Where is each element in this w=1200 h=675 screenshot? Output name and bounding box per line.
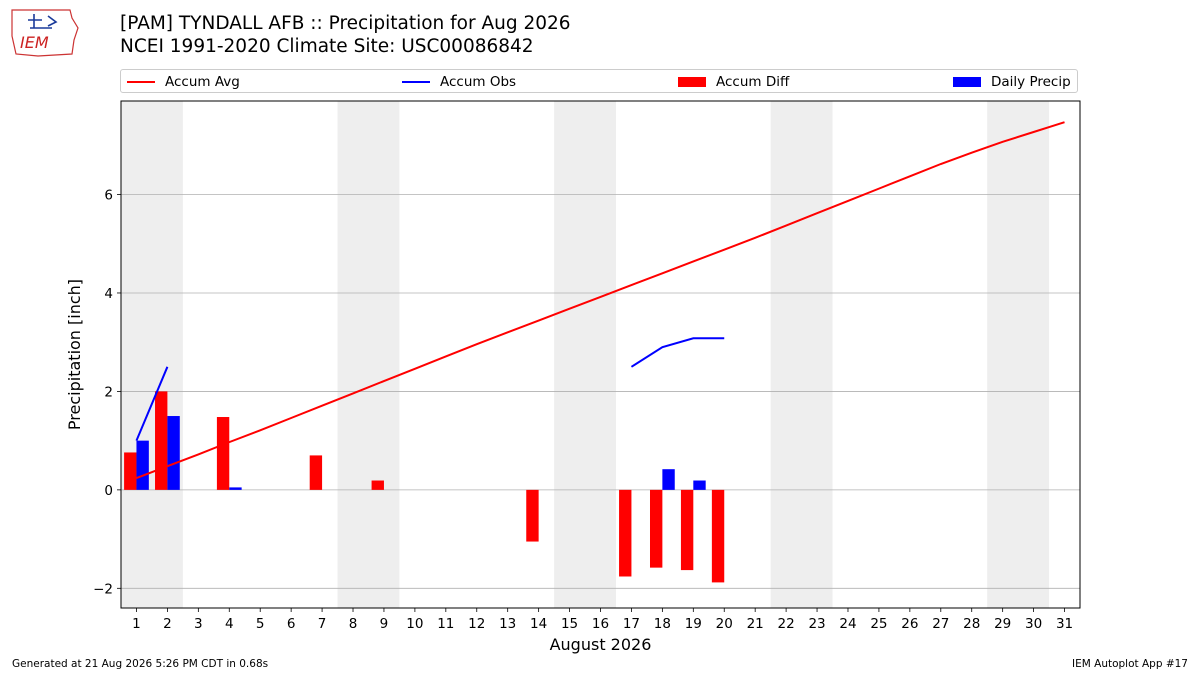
weekend-band [337,101,400,608]
chart-legend: Accum Avg Accum Obs Accum Diff Daily Pre… [120,69,1078,93]
accum-diff-bar [155,391,168,490]
accum-obs-line [630,337,725,368]
iem-logo: IEM [11,9,79,57]
legend-swatch-accum-diff [678,77,706,87]
x-tick-label: 6 [287,616,296,632]
x-tick-label: 25 [870,616,887,632]
x-tick-label: 8 [349,616,358,632]
y-tick-label: 6 [104,188,113,204]
y-tick-label: 0 [104,483,113,499]
x-tick-label: 28 [963,616,980,632]
weekend-band [121,101,183,608]
x-tick-label: 26 [901,616,918,632]
legend-label-daily-precip: Daily Precip [991,74,1071,90]
daily-precip-bar [167,416,180,490]
x-tick-label: 22 [778,616,795,632]
accum-diff-bar [371,480,384,490]
y-axis-label: Precipitation [inch] [65,279,84,430]
x-tick-label: 12 [468,616,485,632]
x-tick-label: 31 [1056,616,1073,632]
x-tick-label: 16 [592,616,609,632]
x-axis-label: August 2026 [550,635,652,654]
accum-avg-line [136,121,1065,479]
legend-swatch-accum-obs [402,81,430,83]
accum-diff-bar [711,489,725,583]
x-tick-label: 13 [499,616,516,632]
legend-label-accum-avg: Accum Avg [165,74,240,90]
legend-accum-avg: Accum Avg [127,73,240,91]
x-tick-label: 3 [194,616,203,632]
x-tick-label: 19 [685,616,702,632]
x-tick-label: 29 [994,616,1011,632]
x-tick-label: 4 [225,616,234,632]
legend-label-accum-diff: Accum Diff [716,74,790,90]
accum-diff-bar [526,489,539,542]
x-tick-label: 2 [163,616,172,632]
generated-timestamp: Generated at 21 Aug 2026 5:26 PM CDT in … [12,658,269,670]
x-tick-label: 15 [561,616,578,632]
accum-diff-bar [649,489,663,568]
weekend-band [770,101,833,608]
accum-diff-bar [619,489,632,577]
y-tick-label: 2 [104,384,113,400]
logo-text: IEM [20,33,49,52]
title-line-2: NCEI 1991-2020 Climate Site: USC00086842 [120,36,534,57]
accum-diff-bar [124,452,137,490]
x-tick-label: 23 [808,616,825,632]
legend-swatch-accum-avg [127,81,155,83]
accum-obs-line [135,366,169,442]
daily-precip-bar [229,487,242,490]
legend-swatch-daily-precip [953,77,981,87]
x-tick-label: 11 [437,616,454,632]
x-tick-label: 21 [747,616,764,632]
weather-vane-icon [28,14,58,29]
weekend-band [554,101,616,608]
iowa-state-outline [11,9,79,57]
app-id-label: IEM Autoplot App #17 [1072,658,1188,670]
x-tick-label: 10 [406,616,423,632]
x-tick-label: 18 [654,616,671,632]
x-tick-label: 20 [716,616,733,632]
chart-title: [PAM] TYNDALL AFB :: Precipitation for A… [120,12,571,58]
weekend-band [987,101,1050,608]
accum-diff-bar [680,489,694,571]
accum-diff-bar [309,455,323,490]
legend-accum-obs: Accum Obs [402,73,516,91]
x-tick-label: 9 [380,616,389,632]
x-tick-label: 30 [1025,616,1042,632]
x-tick-label: 27 [932,616,949,632]
x-tick-label: 17 [623,616,640,632]
y-tick-label: 4 [104,286,113,302]
x-tick-label: 14 [530,616,547,632]
daily-precip-bar [136,440,149,490]
x-tick-label: 24 [839,616,856,632]
x-tick-label: 7 [318,616,327,632]
accum-diff-bar [216,417,230,490]
daily-precip-bar [693,480,706,490]
legend-accum-diff: Accum Diff [678,73,789,91]
title-line-1: [PAM] TYNDALL AFB :: Precipitation for A… [120,13,571,34]
y-tick-label: −2 [93,581,113,597]
legend-label-accum-obs: Accum Obs [440,74,517,90]
x-tick-label: 5 [256,616,265,632]
legend-daily-precip: Daily Precip [953,73,1071,91]
daily-precip-bar [662,469,675,490]
x-tick-label: 1 [132,616,141,632]
